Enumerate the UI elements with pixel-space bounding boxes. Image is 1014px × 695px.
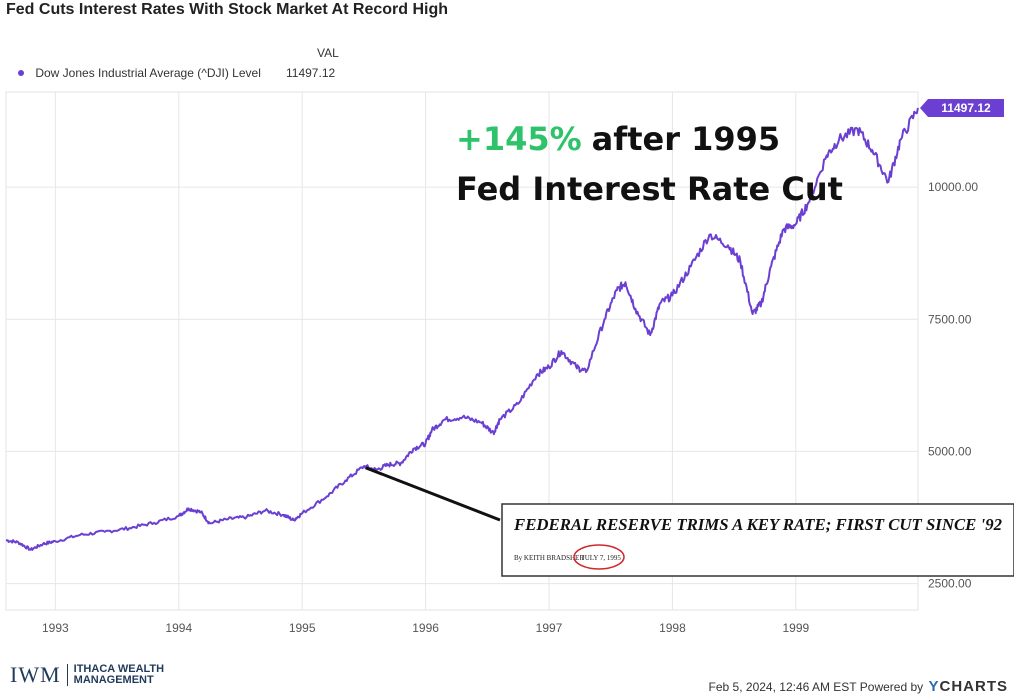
chart-title: Fed Cuts Interest Rates With Stock Marke… [6,1,448,18]
logo-text: ITHACA WEALTH MANAGEMENT [74,664,164,686]
x-tick-label: 1994 [165,621,192,635]
dateline-circle [573,544,625,570]
x-tick-label: 1998 [659,621,686,635]
callout-dateline: JULY 7, 1995 [582,554,621,562]
legend-header: VAL [317,46,339,60]
callout-box [501,503,1014,577]
legend-dot-icon [18,69,24,76]
y-tick-label: 5000.00 [928,444,972,458]
ycharts-logo-text: CHARTS [939,678,1008,695]
last-value-label: 11497.12 [941,101,991,115]
annotation-after: after 1995 [592,120,781,158]
ycharts-logo[interactable]: YCHARTS [928,678,1008,695]
last-value-tag: 11497.12 [920,99,1004,118]
y-tick-label: 7500.00 [928,312,972,326]
ycharts-logo-y: Y [928,678,940,695]
x-tick-label: 1996 [412,621,439,635]
logo-line-2: MANAGEMENT [73,674,154,686]
footer-powered-by: Powered by [859,680,924,694]
annotation-percent: +145% [456,120,582,158]
logo-mark: IWM [10,662,61,687]
footer-credit: Feb 5, 2024, 12:46 AM EST Powered by YCH… [709,678,1008,695]
logo-line-1: ITHACA WEALTH [73,663,165,675]
annotation-line-2: Fed Interest Rate Cut [456,170,843,208]
callout-pointer [365,466,501,522]
legend-series-value: 11497.12 [286,66,336,80]
company-logo: IWM ITHACA WEALTH MANAGEMENT [10,662,164,688]
logo-divider [66,664,68,686]
y-tick-label: 10000.00 [928,180,978,194]
x-tick-label: 1997 [536,621,563,635]
x-tick-label: 1999 [782,621,809,635]
legend-series-label: Dow Jones Industrial Average (^DJI) Leve… [35,66,261,80]
plot-frame [5,91,919,611]
chart-canvas: 1993 1994 1995 1996 1997 1998 1999 2500.00 5000.… [5,91,1014,635]
x-tick-label: 1993 [42,621,69,635]
last-value-badge [920,99,1004,118]
callout-headline: FEDERAL RESERVE TRIMS A KEY RATE; FIRST … [513,515,1002,534]
footer-date: Feb 5, 2024, 12:46 AM EST [708,680,857,694]
annotation-line-1: +145% after 1995 [456,120,780,158]
y-tick-label: 2500.00 [928,577,972,591]
legend-row[interactable]: Dow Jones Industrial Average (^DJI) Leve… [18,66,335,80]
x-tick-label: 1995 [289,621,316,635]
callout-byline: By KEITH BRADSHER [514,554,584,562]
series-line-dji [5,107,919,551]
